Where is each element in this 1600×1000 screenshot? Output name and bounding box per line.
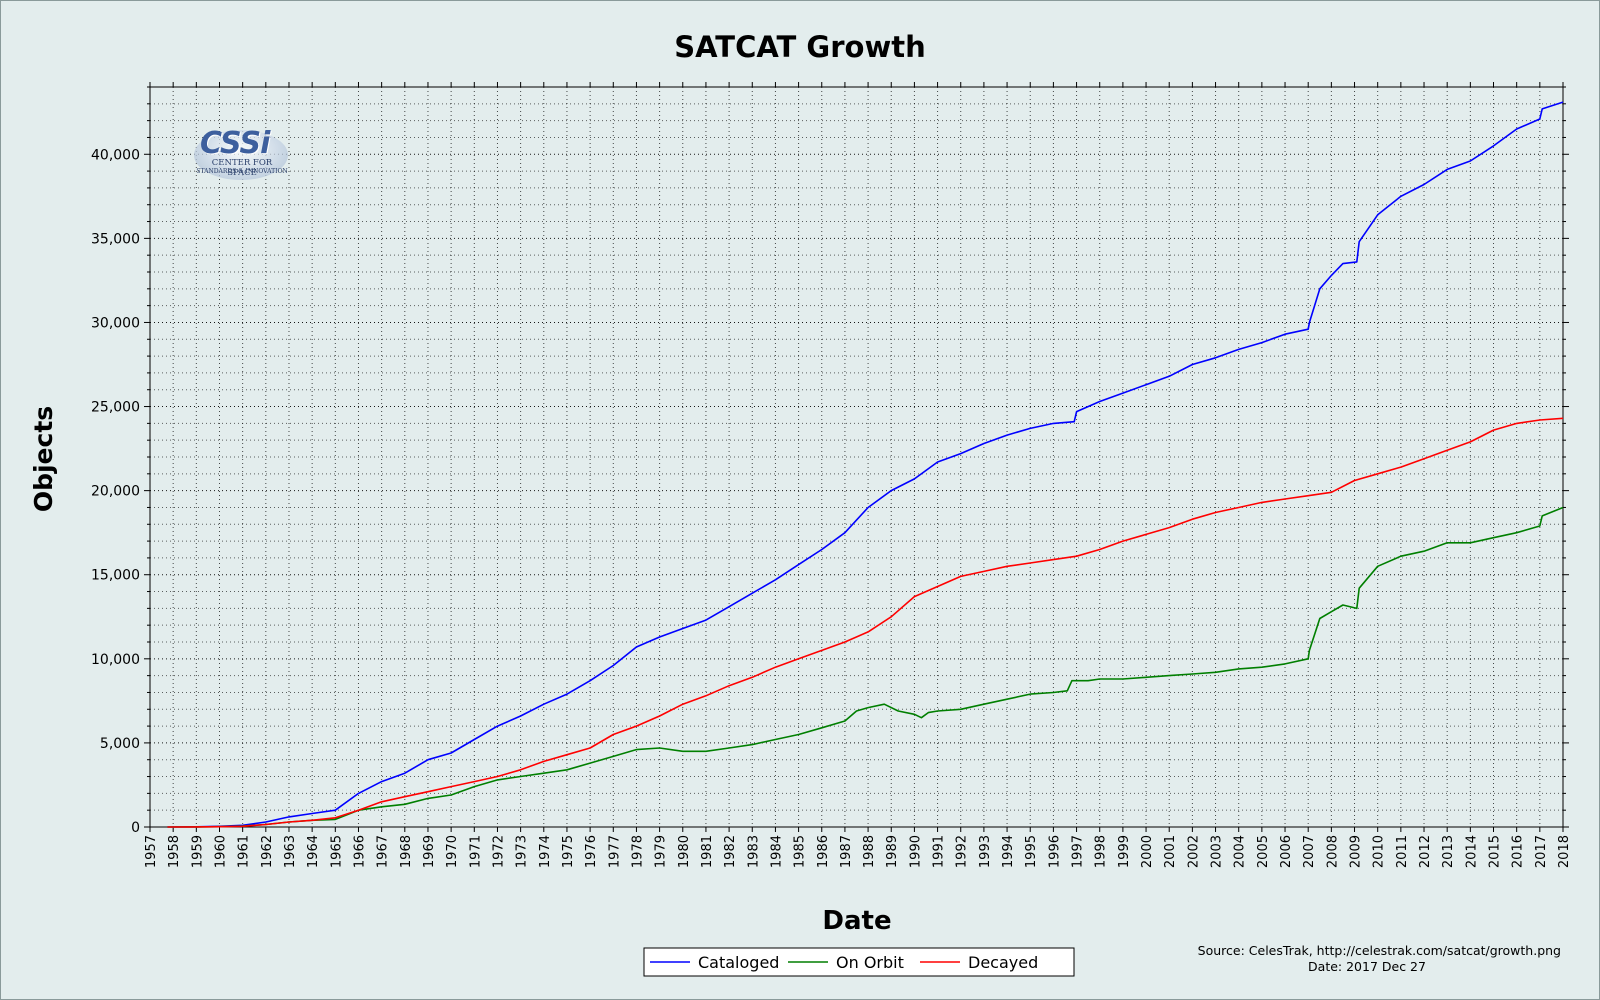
x-tick-label: 1977 <box>607 835 622 868</box>
x-tick-label: 2018 <box>1557 835 1572 868</box>
x-tick-label: 1980 <box>677 835 692 868</box>
x-tick-label: 2004 <box>1233 835 1248 868</box>
y-axis-label: Objects <box>29 406 58 512</box>
x-tick-label: 2011 <box>1395 835 1410 868</box>
x-tick-label: 1960 <box>213 835 228 868</box>
x-tick-label: 1974 <box>538 835 553 868</box>
chart-title: SATCAT Growth <box>674 30 926 64</box>
axes: 0 5,000 10,000 15,000 20,000 25,000 30,000 35,0… <box>91 82 1572 868</box>
source-text: Source: CelesTrak, http://celestrak.com/… <box>1198 943 1561 958</box>
y-tick-label: 25,000 <box>91 400 140 416</box>
series-line-cataloged <box>167 101 1564 828</box>
x-tick-label: 1988 <box>862 835 877 868</box>
y-tick-label: 35,000 <box>91 231 140 247</box>
x-tick-label: 1997 <box>1071 835 1086 868</box>
x-tick-label: 1957 <box>144 835 159 868</box>
y-tick-label: 40,000 <box>91 147 140 163</box>
x-tick-label: 2002 <box>1186 835 1201 868</box>
x-tick-label: 2003 <box>1210 835 1225 868</box>
x-tick-label: 1981 <box>700 835 715 868</box>
x-tick-label: 1970 <box>445 835 460 868</box>
x-tick-label: 2015 <box>1488 835 1503 868</box>
x-tick-label: 1964 <box>306 835 321 868</box>
x-tick-label: 1989 <box>885 835 900 868</box>
x-tick-label: 2005 <box>1256 835 1271 868</box>
x-tick-label: 2006 <box>1279 835 1294 868</box>
x-axis-label: Date <box>822 906 891 936</box>
x-tick-label: 1979 <box>654 835 669 868</box>
x-tick-label: 1975 <box>561 835 576 868</box>
x-tick-label: 2008 <box>1325 835 1340 868</box>
series-lines <box>167 101 1564 828</box>
x-tick-label: 1985 <box>793 835 808 868</box>
x-tick-label: 1990 <box>908 835 923 868</box>
x-tick-label: 1982 <box>723 835 738 868</box>
series-line-on-orbit <box>167 506 1564 828</box>
x-tick-label: 1973 <box>515 835 530 868</box>
date-text: Date: 2017 Dec 27 <box>1308 959 1426 974</box>
plot-area <box>150 87 1563 827</box>
logo-oval <box>194 130 288 180</box>
x-tick-label: 2001 <box>1163 835 1178 868</box>
x-tick-label: 1966 <box>352 835 367 868</box>
y-tick-label: 5,000 <box>100 736 140 752</box>
series-line-decayed <box>167 417 1564 828</box>
x-tick-label: 1963 <box>283 835 298 868</box>
x-tick-label: 2012 <box>1418 835 1433 868</box>
x-tick-label: 2007 <box>1302 835 1317 868</box>
x-tick-label: 1999 <box>1117 835 1132 868</box>
x-tick-label: 1978 <box>630 835 645 868</box>
x-tick-label: 2009 <box>1349 835 1364 868</box>
x-tick-label: 2000 <box>1140 835 1155 868</box>
grid <box>149 86 1564 828</box>
x-tick-label: 1993 <box>978 835 993 868</box>
x-tick-label: 1962 <box>260 835 275 868</box>
y-tick-label: 20,000 <box>91 484 140 500</box>
x-tick-label: 1976 <box>584 835 599 868</box>
x-tick-label: 1968 <box>399 835 414 868</box>
legend-label-cataloged: Cataloged <box>698 953 779 972</box>
x-tick-label: 1984 <box>769 835 784 868</box>
x-tick-label: 1965 <box>329 835 344 868</box>
logo-text: CSSi <box>200 126 270 161</box>
x-tick-label: 2014 <box>1464 835 1479 868</box>
x-tick-label: 1992 <box>955 835 970 868</box>
x-tick-label: 1969 <box>422 835 437 868</box>
cssi-logo: CSSi CENTER FOR SPACE STANDARDS & INNOVA… <box>194 124 290 184</box>
y-tick-label: 15,000 <box>91 568 140 584</box>
x-tick-label: 1994 <box>1001 835 1016 868</box>
x-tick-label: 2017 <box>1534 835 1549 868</box>
x-tick-label: 1998 <box>1094 835 1109 868</box>
x-tick-label: 1987 <box>839 835 854 868</box>
x-tick-label: 1995 <box>1024 835 1039 868</box>
logo-subtitle-2: STANDARDS & INNOVATION <box>196 168 288 175</box>
x-tick-label: 2013 <box>1441 835 1456 868</box>
y-tick-label: 30,000 <box>91 315 140 331</box>
x-tick-label: 2016 <box>1511 835 1526 868</box>
x-tick-label: 2010 <box>1372 835 1387 868</box>
x-tick-label: 1991 <box>932 835 947 868</box>
x-tick-label: 1959 <box>190 835 205 868</box>
legend: Cataloged On Orbit Decayed <box>643 947 1075 977</box>
x-tick-label: 1971 <box>468 835 483 868</box>
x-tick-label: 1967 <box>376 835 391 868</box>
legend-label-decayed: Decayed <box>968 953 1038 972</box>
x-tick-label: 1958 <box>167 835 182 868</box>
logo-subtitle-1: CENTER FOR SPACE <box>211 158 273 178</box>
legend-label-on-orbit: On Orbit <box>836 953 904 972</box>
x-tick-label: 1983 <box>746 835 761 868</box>
y-tick-label: 10,000 <box>91 652 140 668</box>
y-tick-label: 0 <box>131 820 140 836</box>
x-tick-label: 1996 <box>1047 835 1062 868</box>
legend-box <box>643 947 1075 977</box>
x-tick-label: 1961 <box>237 835 252 868</box>
x-tick-label: 1986 <box>816 835 831 868</box>
x-tick-label: 1972 <box>491 835 506 868</box>
